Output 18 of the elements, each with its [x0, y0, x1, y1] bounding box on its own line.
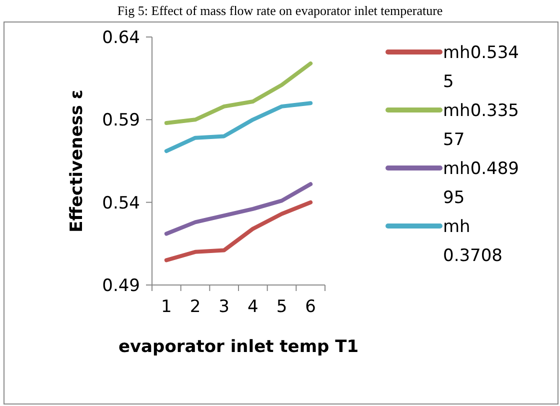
y-tick-label: 0.54	[102, 193, 140, 214]
legend-label: mh 0.3708	[443, 216, 502, 266]
x-tick-label: 4	[248, 297, 258, 317]
x-tick-label: 2	[190, 297, 201, 317]
x-tick-label: 5	[276, 297, 288, 317]
x-tick-label: 3	[218, 297, 230, 317]
y-tick-label: 0.59	[102, 110, 140, 131]
y-tick-label: 0.64	[102, 28, 140, 48]
line-series	[164, 101, 313, 154]
line-series	[164, 200, 313, 262]
chart-title: Fig 5: Effect of mass flow rate on evaporator inlet temperature	[117, 3, 443, 18]
x-tick-label: 1	[161, 297, 172, 317]
y-axis-title: Effectiveness ε	[67, 90, 87, 232]
line-series	[164, 182, 313, 236]
x-axis-title: evaporator inlet temp T1	[118, 337, 359, 357]
y-tick-label: 0.49	[102, 276, 140, 296]
x-tick-label: 6	[305, 297, 316, 317]
line-series	[164, 61, 313, 125]
